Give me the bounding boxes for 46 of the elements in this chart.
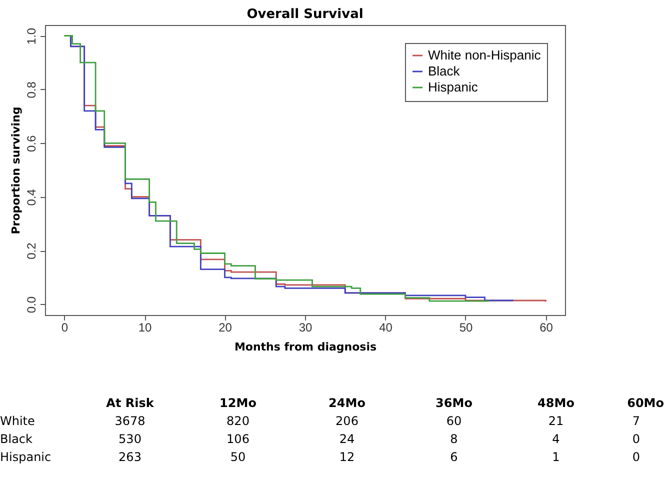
x-tick-label: 60 — [540, 320, 554, 334]
y-tick-label: 0.8 — [24, 81, 38, 98]
text: 21 — [548, 414, 564, 428]
text: 24 — [339, 432, 355, 446]
text: 8 — [450, 432, 458, 446]
text: Black — [0, 432, 32, 446]
y-tick-label: 0.2 — [24, 242, 38, 260]
legend-label: White non-Hispanic — [428, 48, 542, 62]
text: 3678 — [114, 414, 146, 428]
text: Hispanic — [0, 450, 52, 464]
x-tick-label: 40 — [379, 320, 393, 334]
text: 7 — [632, 414, 640, 428]
text: 24Mo — [328, 396, 366, 410]
text: 36Mo — [436, 396, 472, 410]
legend-label: Black — [428, 64, 460, 78]
text: 60Mo — [627, 396, 664, 410]
text: 48Mo — [538, 396, 574, 410]
x-tick-label: 10 — [138, 320, 152, 334]
legend-label: Hispanic — [428, 80, 478, 94]
text: 530 — [118, 432, 142, 446]
text: 106 — [226, 432, 250, 446]
x-tick-label: 0 — [61, 320, 68, 334]
text: 12Mo — [220, 396, 256, 410]
x-tick-label: 20 — [218, 320, 232, 334]
x-axis-title: Months from diagnosis — [234, 340, 377, 354]
y-tick-label: 0.0 — [24, 296, 38, 314]
text: White — [0, 414, 35, 428]
y-tick-label: 0.4 — [24, 188, 38, 206]
x-tick-label: 30 — [298, 320, 312, 334]
text: 60 — [446, 414, 462, 428]
text: 206 — [336, 414, 358, 428]
text: 6 — [450, 450, 458, 464]
text: 12 — [339, 450, 355, 464]
text: 50 — [230, 450, 246, 464]
text: 1 — [552, 450, 560, 464]
x-tick-label: 50 — [459, 320, 473, 334]
text: 0 — [632, 432, 640, 446]
text: At Risk — [106, 396, 154, 410]
y-axis-title: Proportion surviving — [10, 106, 22, 234]
text: 0 — [632, 450, 640, 464]
text: 820 — [226, 414, 250, 428]
text: 4 — [552, 432, 560, 446]
y-tick-label: 0.6 — [24, 134, 38, 152]
y-tick-label: 1.0 — [24, 28, 38, 45]
text: 263 — [118, 450, 142, 464]
chart-title: Overall Survival — [246, 7, 364, 22]
